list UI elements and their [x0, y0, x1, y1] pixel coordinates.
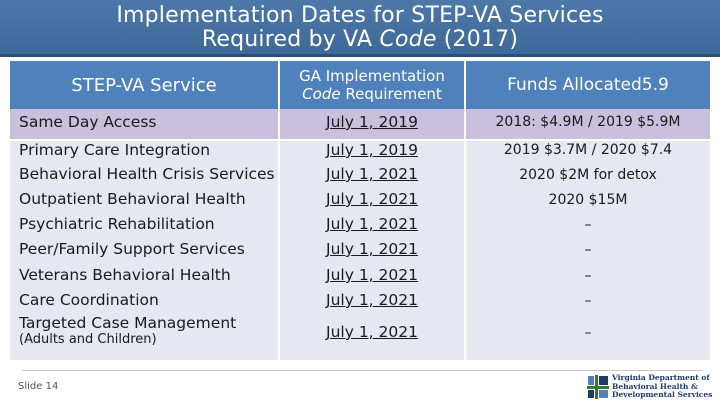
header-service: STEP-VA Service	[71, 74, 217, 96]
table-cell-funds: –	[584, 217, 592, 233]
table-body	[10, 141, 710, 360]
table-cell-funds: –	[584, 325, 592, 341]
title-line-2-prefix: Required by VA	[201, 27, 380, 52]
table-cell-date: July 1, 2021	[326, 291, 418, 309]
table-cell-service: Psychiatric Rehabilitation	[19, 215, 215, 233]
row-separator	[10, 139, 710, 141]
column-divider	[464, 61, 466, 360]
table-header: STEP-VA Service GA Implementation Code R…	[10, 61, 710, 109]
title-line-2-suffix: (2017)	[436, 27, 519, 52]
virginia-logo-icon	[587, 375, 609, 399]
dbhds-logo: Virginia Department of Behavioral Health…	[586, 372, 714, 404]
highlight-row	[10, 109, 710, 139]
table-cell-service-sub: (Adults and Children)	[19, 332, 157, 347]
table-cell-date: July 1, 2019	[326, 141, 418, 159]
table-cell-service: Peer/Family Support Services	[19, 240, 245, 258]
logo-line-2: Behavioral Health &	[612, 381, 698, 391]
title-line-2-italic: Code	[379, 27, 437, 52]
table-cell-date: July 1, 2021	[326, 190, 418, 208]
header-funds: Funds Allocated5.9	[507, 75, 669, 95]
column-divider	[278, 61, 280, 360]
table-cell-service: Primary Care Integration	[19, 141, 211, 159]
logo-text: Virginia Department of Behavioral Health…	[612, 373, 713, 400]
services-table: STEP-VA Service GA Implementation Code R…	[10, 61, 710, 360]
header-ga-italic: Code	[302, 85, 341, 103]
table-cell-funds: 2018: $4.9M / 2019 $5.9M	[495, 114, 681, 130]
table-cell-funds: –	[584, 242, 592, 258]
header-ga-rest: Requirement	[340, 85, 442, 103]
table-cell-funds: 2020 $15M	[548, 192, 628, 208]
table-cell-service: Care Coordination	[19, 291, 159, 309]
table-cell-funds: –	[584, 268, 592, 284]
title-line-1: Implementation Dates for STEP-VA Service…	[116, 3, 604, 28]
table-cell-date: July 1, 2021	[326, 323, 418, 341]
table-cell-service: Targeted Case Management	[19, 314, 237, 332]
logo-line-3: Developmental Services	[612, 390, 713, 399]
title-line-2: Required by VA Code (2017)	[0, 28, 720, 52]
table-cell-service: Behavioral Health Crisis Services	[19, 165, 275, 183]
table-cell-funds: 2019 $3.7M / 2020 $7.4	[503, 142, 673, 158]
header-ga-line1: GA Implementation	[299, 67, 445, 85]
table-cell-service: Same Day Access	[19, 113, 157, 131]
table-cell-funds: 2020 $2M for detox	[519, 167, 657, 183]
table-cell-date: July 1, 2021	[326, 215, 418, 233]
slide-title: Implementation Dates for STEP-VA Service…	[0, 0, 720, 56]
title-accent-bar	[0, 54, 720, 57]
table-cell-funds: –	[584, 293, 592, 309]
footer-divider	[22, 370, 702, 371]
table-cell-date: July 1, 2019	[326, 113, 418, 131]
header-ga-line2: Code Requirement	[302, 85, 442, 103]
header-ga-requirement: GA Implementation Code Requirement	[280, 61, 464, 109]
logo-line-1: Virginia Department of	[612, 373, 710, 382]
table-cell-date: July 1, 2021	[326, 165, 418, 183]
table-cell-date: July 1, 2021	[326, 240, 418, 258]
table-cell-service: Outpatient Behavioral Health	[19, 190, 246, 208]
table-cell-date: July 1, 2021	[326, 266, 418, 284]
table-cell-service: Veterans Behavioral Health	[19, 266, 231, 284]
slide-number: Slide 14	[18, 381, 59, 392]
